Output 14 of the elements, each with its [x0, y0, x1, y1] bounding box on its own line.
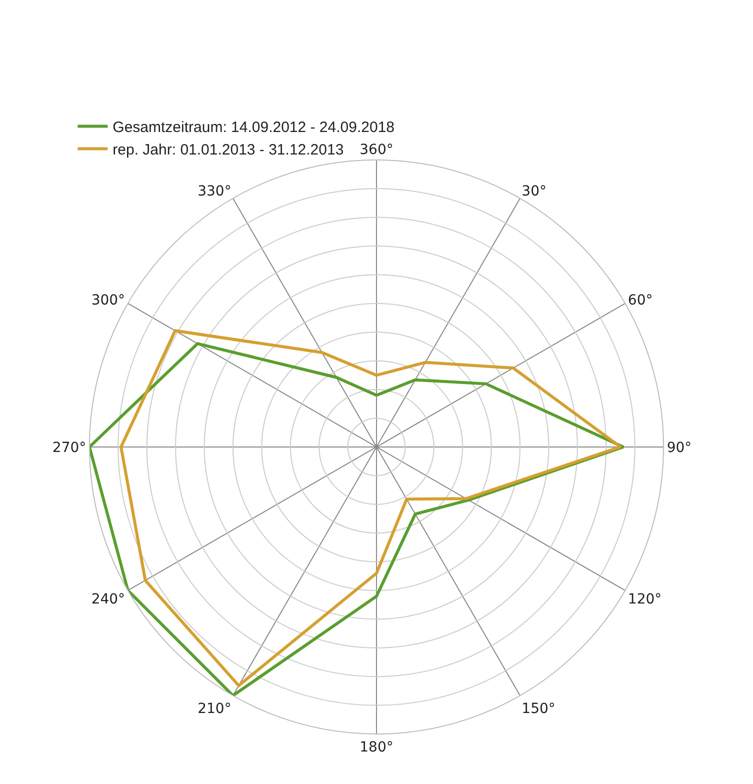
spoke-label: 360° — [360, 142, 394, 158]
spoke-label: 90° — [666, 440, 692, 456]
legend-label: rep. Jahr: 01.01.2013 - 31.12.2013 — [112, 142, 344, 159]
spoke-label: 330° — [198, 184, 232, 200]
spoke-label: 120° — [628, 591, 662, 608]
spoke-label: 210° — [198, 700, 232, 717]
spoke-label: 60° — [628, 292, 653, 309]
spoke-label: 270° — [52, 440, 86, 456]
spoke-label: 150° — [522, 700, 556, 717]
legend-label: Gesamtzeitraum: 14.09.2012 - 24.09.2018 — [112, 119, 395, 136]
spoke-label: 240° — [91, 591, 126, 608]
spoke-label: 180° — [360, 739, 394, 756]
spoke-label: 30° — [522, 184, 546, 200]
spoke-label: 300° — [91, 292, 126, 309]
